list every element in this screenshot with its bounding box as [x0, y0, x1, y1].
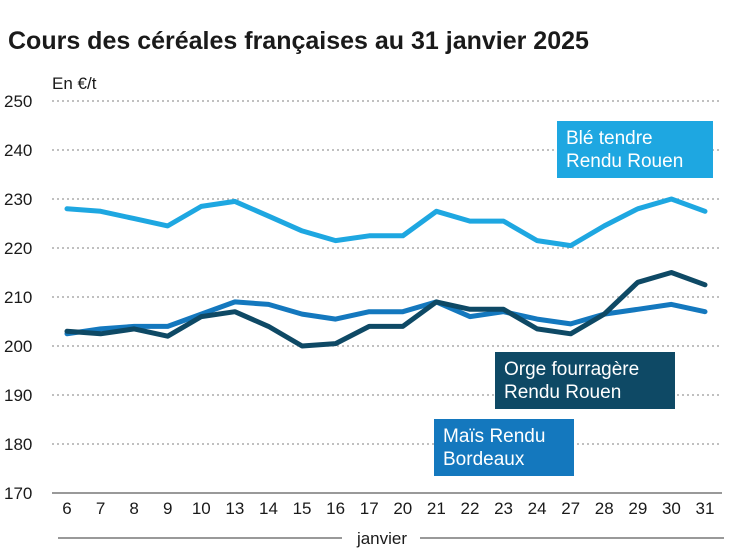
legend-label: Rendu Rouen	[566, 151, 683, 172]
x-tick-label: 22	[460, 499, 479, 518]
legend-label: Orge fourragère	[504, 359, 639, 380]
x-tick-label: 17	[360, 499, 379, 518]
y-tick-label: 200	[4, 337, 32, 356]
x-tick-label: 20	[393, 499, 412, 518]
x-axis-label-group: janvier	[58, 529, 724, 548]
y-tick-label: 210	[4, 288, 32, 307]
x-tick-label: 24	[528, 499, 547, 518]
y-tick-label: 220	[4, 239, 32, 258]
x-tick-label: 21	[427, 499, 446, 518]
legend-box	[495, 352, 675, 409]
series-line-0	[64, 196, 708, 249]
y-tick-label: 250	[4, 92, 32, 111]
y-axis-ticks: 170 180 190 200 210 220 230 240 250	[4, 92, 32, 503]
legend-label: Maïs Rendu	[443, 426, 545, 447]
y-tick-label: 240	[4, 141, 32, 160]
x-axis-label: janvier	[356, 529, 407, 548]
x-tick-label: 9	[163, 499, 172, 518]
x-axis-ticks: 6 7 8 9 10 13 14 15 16 17 20 21 22 23 24 27 28 29 30 31	[62, 499, 714, 518]
x-tick-label: 6	[62, 499, 71, 518]
x-tick-label: 29	[628, 499, 647, 518]
series-lines	[64, 196, 708, 349]
chart-title: Cours des céréales françaises au 31 janv…	[8, 27, 589, 55]
y-tick-label: 170	[4, 484, 32, 503]
x-tick-label: 30	[662, 499, 681, 518]
legend-label: Rendu Rouen	[504, 382, 621, 403]
x-tick-label: 31	[696, 499, 715, 518]
x-tick-label: 28	[595, 499, 614, 518]
x-tick-label: 27	[561, 499, 580, 518]
legend-label: Blé tendre	[566, 128, 653, 149]
x-tick-label: 8	[129, 499, 138, 518]
y-tick-label: 230	[4, 190, 32, 209]
x-tick-label: 14	[259, 499, 278, 518]
x-tick-label: 10	[192, 499, 211, 518]
y-tick-label: 190	[4, 386, 32, 405]
legend-box	[434, 419, 574, 476]
x-tick-label: 16	[326, 499, 345, 518]
x-tick-label: 13	[225, 499, 244, 518]
legend-label: Bordeaux	[443, 449, 525, 470]
x-tick-label: 15	[293, 499, 312, 518]
x-tick-label: 23	[494, 499, 513, 518]
legend-box	[557, 121, 713, 178]
gridlines	[52, 100, 722, 494]
series-line-2	[64, 270, 708, 349]
y-tick-label: 180	[4, 435, 32, 454]
x-tick-label: 7	[96, 499, 105, 518]
y-axis-unit-label: En €/t	[52, 74, 97, 93]
